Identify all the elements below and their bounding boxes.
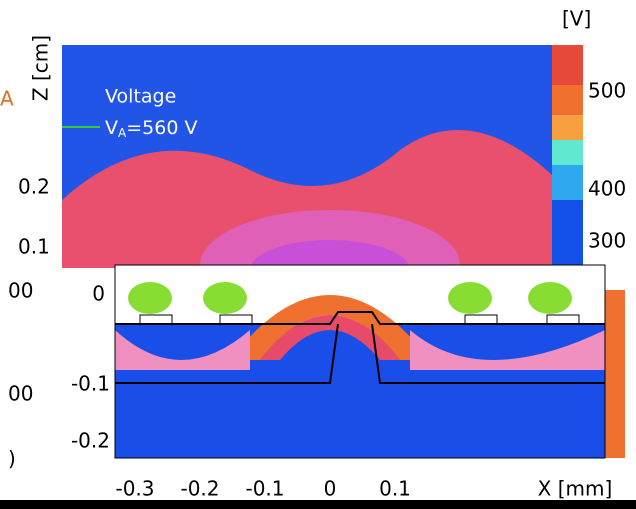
x-tick-label: 0 bbox=[324, 477, 337, 501]
z-tick-label: 0.2 bbox=[18, 175, 50, 199]
cropped-label: 00 bbox=[8, 279, 33, 303]
cropped-label: ) bbox=[8, 447, 16, 471]
bottom-edge bbox=[0, 500, 636, 509]
x-axis-label: X [mm] bbox=[538, 477, 613, 501]
y-tick-label: -0.1 bbox=[71, 372, 110, 396]
lower-colorbar bbox=[605, 290, 625, 458]
colorbar-tick-label: 300 bbox=[588, 229, 626, 253]
colorbar bbox=[552, 45, 583, 265]
x-tick-label: -0.1 bbox=[245, 477, 284, 501]
z-tick-label: 0.1 bbox=[18, 235, 50, 259]
y-tick-label: -0.2 bbox=[71, 429, 110, 453]
x-tick-label: -0.2 bbox=[180, 477, 219, 501]
annotation-title: Voltage bbox=[105, 86, 176, 108]
x-tick-label: -0.3 bbox=[115, 477, 154, 501]
cropped-label: A bbox=[0, 87, 14, 111]
y-tick-label: 0 bbox=[92, 282, 105, 306]
figure: Voltage VA=560 V A Z [cm] 0.2 0.1 [V] 50… bbox=[0, 0, 636, 509]
z-axis-label: Z [cm] bbox=[29, 35, 53, 101]
colorbar-tick-label: 400 bbox=[588, 177, 626, 201]
colorbar-tick-label: 500 bbox=[588, 79, 626, 103]
colorbar-unit: [V] bbox=[562, 7, 591, 31]
cropped-label: 00 bbox=[8, 382, 33, 406]
x-tick-label: 0.1 bbox=[379, 477, 411, 501]
